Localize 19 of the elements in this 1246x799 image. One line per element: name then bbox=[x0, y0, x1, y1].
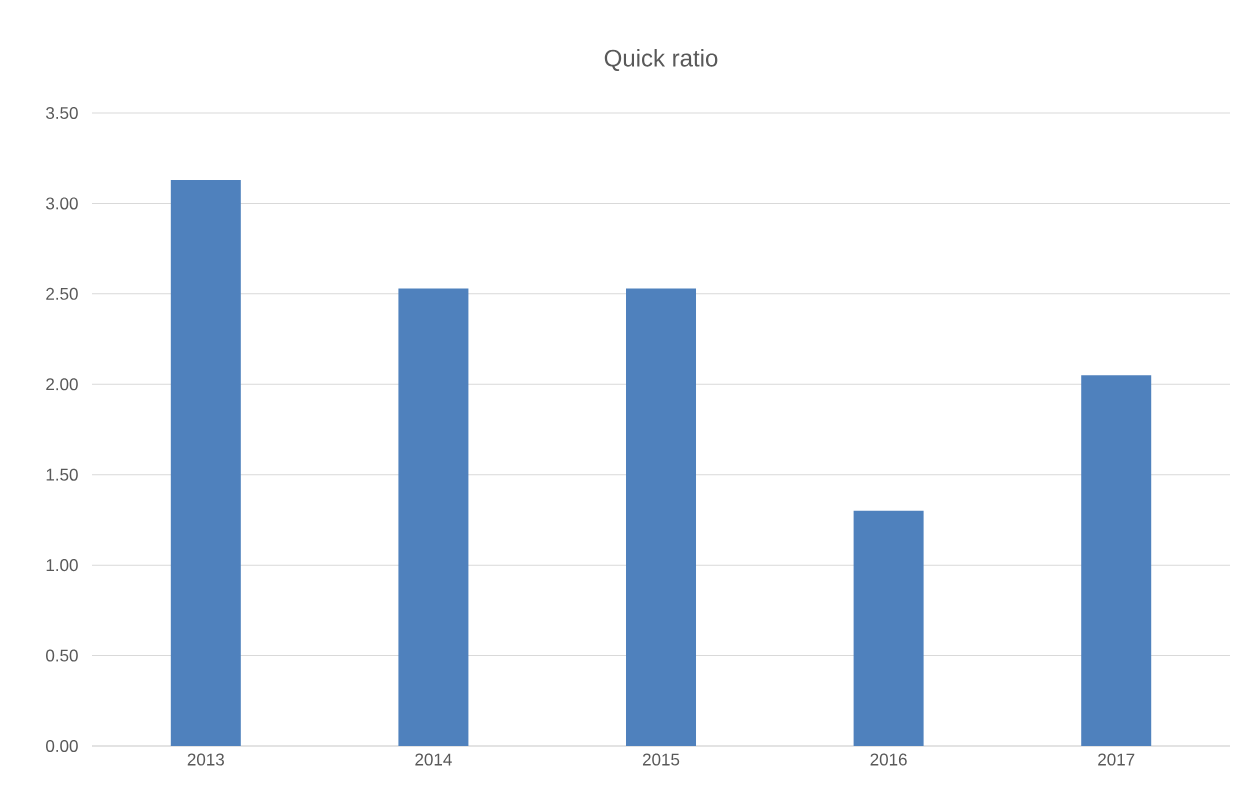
x-tick-label: 2014 bbox=[415, 753, 452, 766]
bar bbox=[626, 288, 697, 746]
x-tick-label: 2016 bbox=[870, 753, 907, 766]
bar bbox=[398, 288, 469, 746]
bar bbox=[853, 510, 924, 746]
x-tick-label: 2013 bbox=[187, 753, 224, 766]
x-tick-label: 2017 bbox=[1098, 753, 1135, 766]
bar bbox=[170, 179, 241, 746]
y-tick-label: 1.00 bbox=[46, 559, 78, 572]
y-tick-label: 3.00 bbox=[46, 197, 78, 210]
y-tick-label: 0.50 bbox=[46, 649, 78, 662]
y-tick-label: 2.00 bbox=[46, 378, 78, 391]
bar bbox=[1081, 375, 1152, 746]
chart-title: Quick ratio bbox=[604, 49, 718, 71]
y-tick-label: 0.00 bbox=[46, 739, 78, 753]
x-tick-label: 2015 bbox=[642, 753, 680, 766]
y-tick-label: 2.50 bbox=[46, 287, 78, 300]
y-tick-label: 3.50 bbox=[46, 106, 78, 120]
y-tick-label: 1.50 bbox=[46, 468, 78, 481]
